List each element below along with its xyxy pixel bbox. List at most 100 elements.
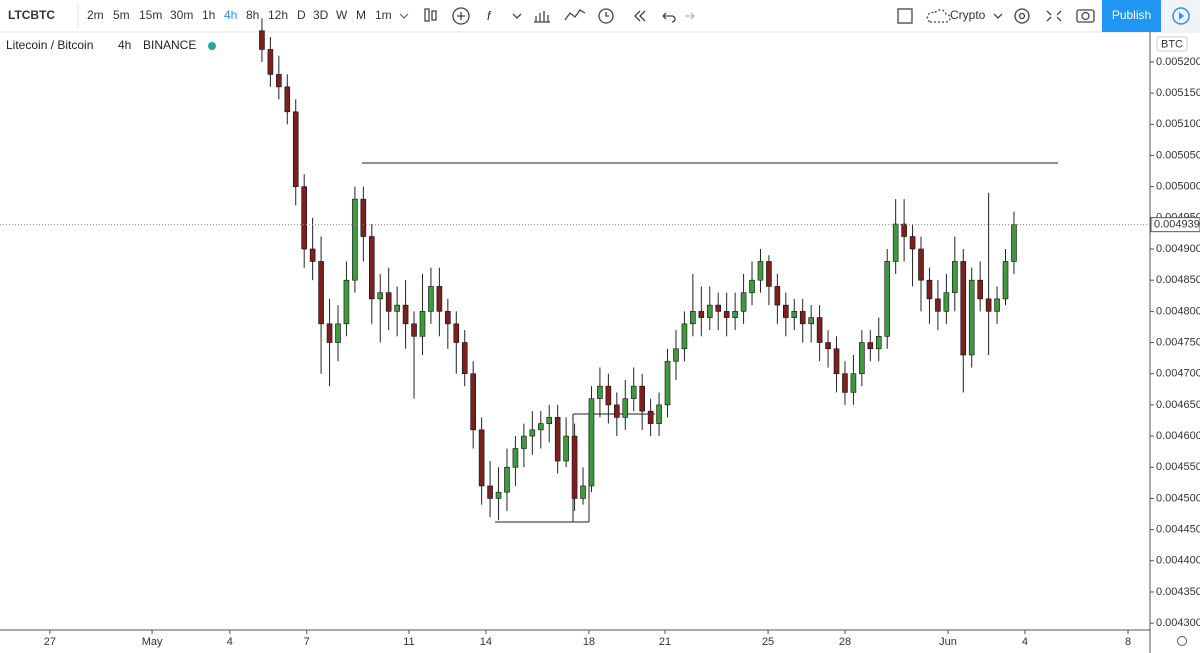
- x-tick-label: 8: [1125, 636, 1131, 648]
- interval-button[interactable]: 8h: [246, 8, 259, 22]
- play-triangle: [1179, 12, 1184, 20]
- candle-body: [783, 304, 789, 318]
- interval-dropdown[interactable]: [399, 13, 409, 19]
- interval-button[interactable]: 5m: [113, 8, 130, 22]
- candle-body: [292, 111, 299, 187]
- candle-body: [428, 286, 434, 312]
- fullscreen-icon[interactable]: [1046, 10, 1062, 22]
- y-tick-label: 0.004900: [1156, 243, 1200, 255]
- candle-body: [926, 279, 933, 300]
- candle-body: [960, 261, 967, 356]
- interval-button[interactable]: W: [336, 8, 348, 22]
- candle-body: [470, 373, 476, 431]
- alert-icon[interactable]: [598, 8, 614, 24]
- candle-body: [419, 311, 426, 337]
- currency-badge: [1156, 36, 1188, 52]
- candles-icon[interactable]: [424, 8, 430, 22]
- fx-icon[interactable]: f: [487, 9, 492, 23]
- toolbar-icons: f: [424, 7, 1095, 25]
- compare-icon[interactable]: [564, 9, 586, 21]
- candles-icon[interactable]: [431, 10, 437, 21]
- settings-icon[interactable]: [1014, 8, 1030, 24]
- interval-button[interactable]: 30m: [170, 8, 193, 22]
- symbol[interactable]: LTCBTC: [8, 8, 55, 22]
- candle-body: [884, 261, 891, 337]
- x-tick-label: 4: [1022, 636, 1028, 648]
- x-tick-label: 27: [44, 636, 56, 648]
- last-price-badge: [1150, 217, 1200, 233]
- candle-body: [352, 198, 358, 281]
- axis-settings[interactable]: [1177, 636, 1187, 646]
- candle-body: [909, 236, 916, 250]
- gear-hub: [1018, 12, 1026, 20]
- interval-button[interactable]: D: [297, 8, 306, 22]
- candle-body: [614, 404, 620, 418]
- candle-body: [749, 279, 755, 293]
- candle-body: [563, 435, 569, 462]
- candle-body: [284, 86, 291, 113]
- candle-body: [875, 336, 882, 350]
- y-tick-label: 0.004500: [1156, 492, 1200, 504]
- candle-body: [766, 261, 772, 287]
- y-tick-label: 0.004450: [1156, 524, 1200, 536]
- y-tick-label: 0.004350: [1156, 586, 1200, 598]
- x-tick-label: Jun: [939, 636, 957, 648]
- publish-label[interactable]: Publish: [1112, 8, 1151, 22]
- candle-body: [715, 304, 722, 312]
- candle-body: [411, 323, 417, 337]
- interval-button[interactable]: 4h: [224, 8, 237, 22]
- interval-button[interactable]: 2m: [87, 8, 104, 22]
- replay-icon[interactable]: [634, 10, 646, 22]
- candle-body: [639, 385, 645, 412]
- redo[interactable]: [685, 12, 695, 20]
- y-tick-label: 0.005150: [1156, 87, 1200, 99]
- candles: [259, 18, 1017, 521]
- candle-body: [808, 317, 814, 325]
- candle-body: [994, 298, 1000, 312]
- candle-body: [706, 304, 713, 318]
- snapshot-icon[interactable]: [1076, 9, 1095, 23]
- candle-body: [799, 311, 806, 325]
- candle-body: [791, 311, 798, 318]
- candle-body: [495, 491, 502, 499]
- candle-body: [301, 186, 307, 250]
- select-icon[interactable]: [897, 8, 913, 24]
- layout-name[interactable]: Crypto: [950, 8, 986, 22]
- interval-button[interactable]: 15m: [139, 8, 162, 22]
- candle-body: [571, 435, 578, 499]
- candle-body: [952, 261, 958, 293]
- candle-body: [377, 292, 384, 300]
- interval-button[interactable]: M: [356, 8, 366, 22]
- candle-body: [630, 385, 637, 399]
- clock: [605, 12, 609, 17]
- interval-button[interactable]: 1h: [202, 8, 215, 22]
- interval-button[interactable]: 12h: [268, 8, 288, 22]
- bars-icon[interactable]: [534, 11, 550, 23]
- candle-body: [977, 279, 983, 300]
- candle-body: [259, 30, 265, 50]
- interval-button[interactable]: 1m: [375, 8, 392, 22]
- legend-interval: 4h: [118, 38, 131, 52]
- candle-body: [816, 317, 823, 343]
- fx-dropdown[interactable]: [512, 13, 522, 19]
- candle-body: [537, 423, 544, 431]
- candle-body: [436, 286, 443, 312]
- indicators-add[interactable]: [452, 7, 470, 25]
- play-button[interactable]: [1172, 7, 1190, 25]
- candle-body: [445, 311, 451, 325]
- candle-body: [740, 292, 747, 312]
- candle-body: [461, 342, 468, 375]
- x-tick-label: 21: [659, 636, 671, 648]
- x-tick-label: 11: [403, 636, 414, 648]
- publish-button[interactable]: [1102, 0, 1161, 32]
- interval-button[interactable]: 3D: [313, 8, 329, 22]
- y-tick-label: 0.004600: [1156, 430, 1200, 442]
- candle-body: [673, 348, 679, 362]
- status-dot: [208, 42, 216, 50]
- layout-dropdown[interactable]: [993, 13, 1003, 19]
- candle-body: [698, 311, 705, 318]
- undo[interactable]: [662, 12, 676, 23]
- interval-group: 2m 5m 15m 30m 1h 4h 8h 12h D 3D W M 1m: [87, 8, 392, 22]
- y-tick-label: 0.004650: [1156, 399, 1200, 411]
